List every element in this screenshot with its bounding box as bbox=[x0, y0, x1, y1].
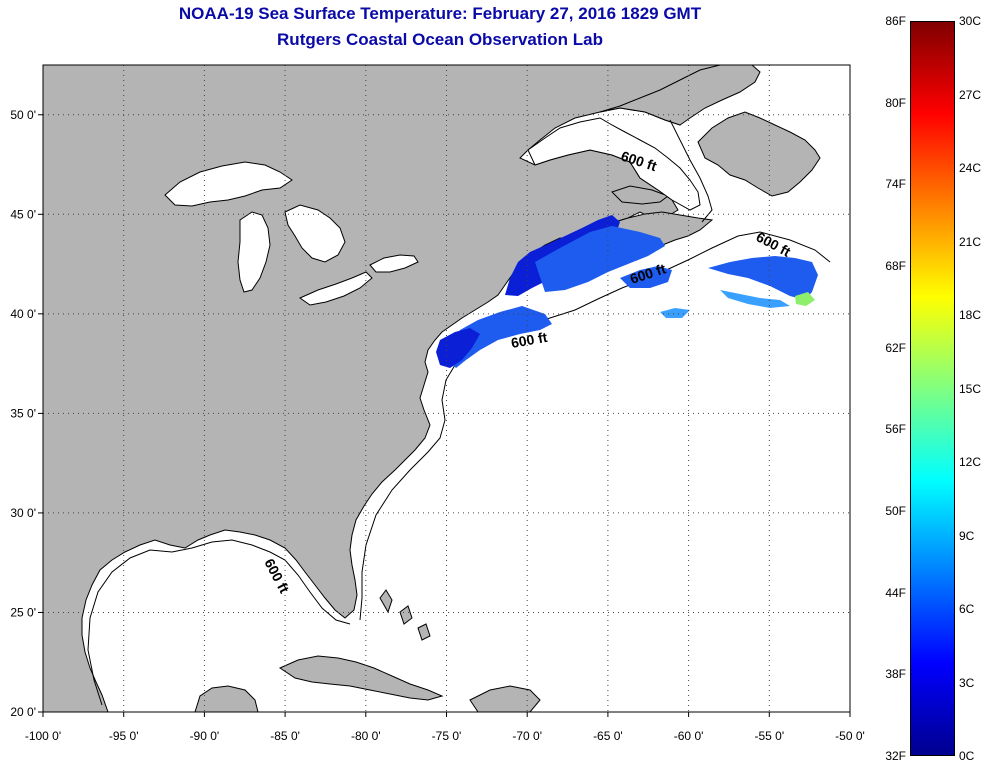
sst-data-overlay bbox=[436, 215, 818, 368]
lake-ontario bbox=[369, 254, 419, 273]
land-cuba bbox=[278, 655, 444, 701]
tick-label-lon: -80 0' bbox=[351, 729, 381, 743]
colorbar-label-celsius: 15C bbox=[959, 381, 982, 396]
colorbar-label-celsius: 21C bbox=[959, 234, 982, 249]
colorbar-label-celsius: 18C bbox=[959, 308, 982, 322]
lake-michigan bbox=[237, 211, 271, 293]
land-bahamas bbox=[379, 589, 431, 641]
tick-label-lat: 40 0' bbox=[10, 307, 36, 321]
colorbar-label-fahrenheit: 44F bbox=[885, 585, 906, 600]
map-title: NOAA-19 Sea Surface Temperature: Februar… bbox=[178, 4, 702, 23]
tick-label-lon: -95 0' bbox=[109, 729, 139, 743]
land-labrador bbox=[599, 65, 761, 126]
tick-label-lat: 35 0' bbox=[10, 406, 36, 420]
lake-huron bbox=[284, 204, 346, 263]
isobath-label: 600 ft bbox=[510, 329, 549, 351]
colorbar-label-celsius: 6C bbox=[959, 602, 975, 616]
tick-label-lon: -55 0' bbox=[754, 729, 784, 743]
land-newfoundland bbox=[697, 111, 821, 197]
colorbar-label-fahrenheit: 62F bbox=[885, 340, 906, 355]
tick-label-lon: -90 0' bbox=[190, 729, 220, 743]
tick-label-lon: -50 0' bbox=[835, 729, 865, 743]
colorbar-label-fahrenheit: 32F bbox=[885, 749, 906, 763]
colorbar-label-fahrenheit: 74F bbox=[885, 177, 906, 192]
colorbar-label-fahrenheit: 50F bbox=[885, 504, 906, 518]
colorbar-label-celsius: 30C bbox=[959, 14, 982, 28]
lake-superior bbox=[164, 161, 293, 207]
axis-ticks: -100 0' -95 0' -90 0' -85 0' -80 0' -75 0' -70… bbox=[10, 108, 864, 743]
tick-label-lon: -60 0' bbox=[674, 729, 704, 743]
tick-label-lon: -75 0' bbox=[432, 729, 462, 743]
tick-label-lat: 30 0' bbox=[10, 506, 36, 520]
land-hispaniola bbox=[469, 685, 541, 712]
colorbar-label-celsius: 0C bbox=[959, 749, 975, 763]
colorbar-label-fahrenheit: 68F bbox=[885, 259, 906, 273]
tick-label-lon: -85 0' bbox=[270, 729, 300, 743]
colorbar-label-celsius: 9C bbox=[959, 528, 975, 543]
isobath-contour-gulf-st-lawrence bbox=[669, 119, 713, 223]
temperature-colorbar bbox=[910, 21, 955, 756]
colorbar-label-fahrenheit: 80F bbox=[885, 95, 906, 110]
tick-label-lat: 45 0' bbox=[10, 207, 36, 221]
isobath-contour-gulf bbox=[87, 539, 351, 706]
tick-label-lon: -100 0' bbox=[25, 729, 61, 743]
land-anticosti bbox=[611, 185, 670, 205]
lake-erie bbox=[298, 271, 373, 306]
tick-label-lat: 50 0' bbox=[10, 108, 36, 122]
tick-label-lat: 20 0' bbox=[10, 705, 36, 719]
tick-label-lon: -70 0' bbox=[512, 729, 542, 743]
colorbar-label-celsius: 24C bbox=[959, 161, 982, 175]
colorbar-label-celsius: 3C bbox=[959, 675, 975, 690]
colorbar-label-fahrenheit: 56F bbox=[885, 422, 906, 437]
tick-label-lat: 25 0' bbox=[10, 605, 36, 619]
tick-label-lon: -65 0' bbox=[593, 729, 623, 743]
colorbar-label-fahrenheit: 86F bbox=[885, 14, 906, 28]
map-subtitle: Rutgers Coastal Ocean Observation Lab bbox=[277, 30, 603, 49]
land-yucatan bbox=[194, 685, 259, 712]
gulf-st-lawrence bbox=[527, 117, 701, 211]
colorbar-label-fahrenheit: 38F bbox=[885, 667, 906, 682]
land-north-america bbox=[43, 65, 753, 712]
colorbar-label-celsius: 27C bbox=[959, 87, 982, 102]
colorbar-label-celsius: 12C bbox=[959, 455, 982, 469]
